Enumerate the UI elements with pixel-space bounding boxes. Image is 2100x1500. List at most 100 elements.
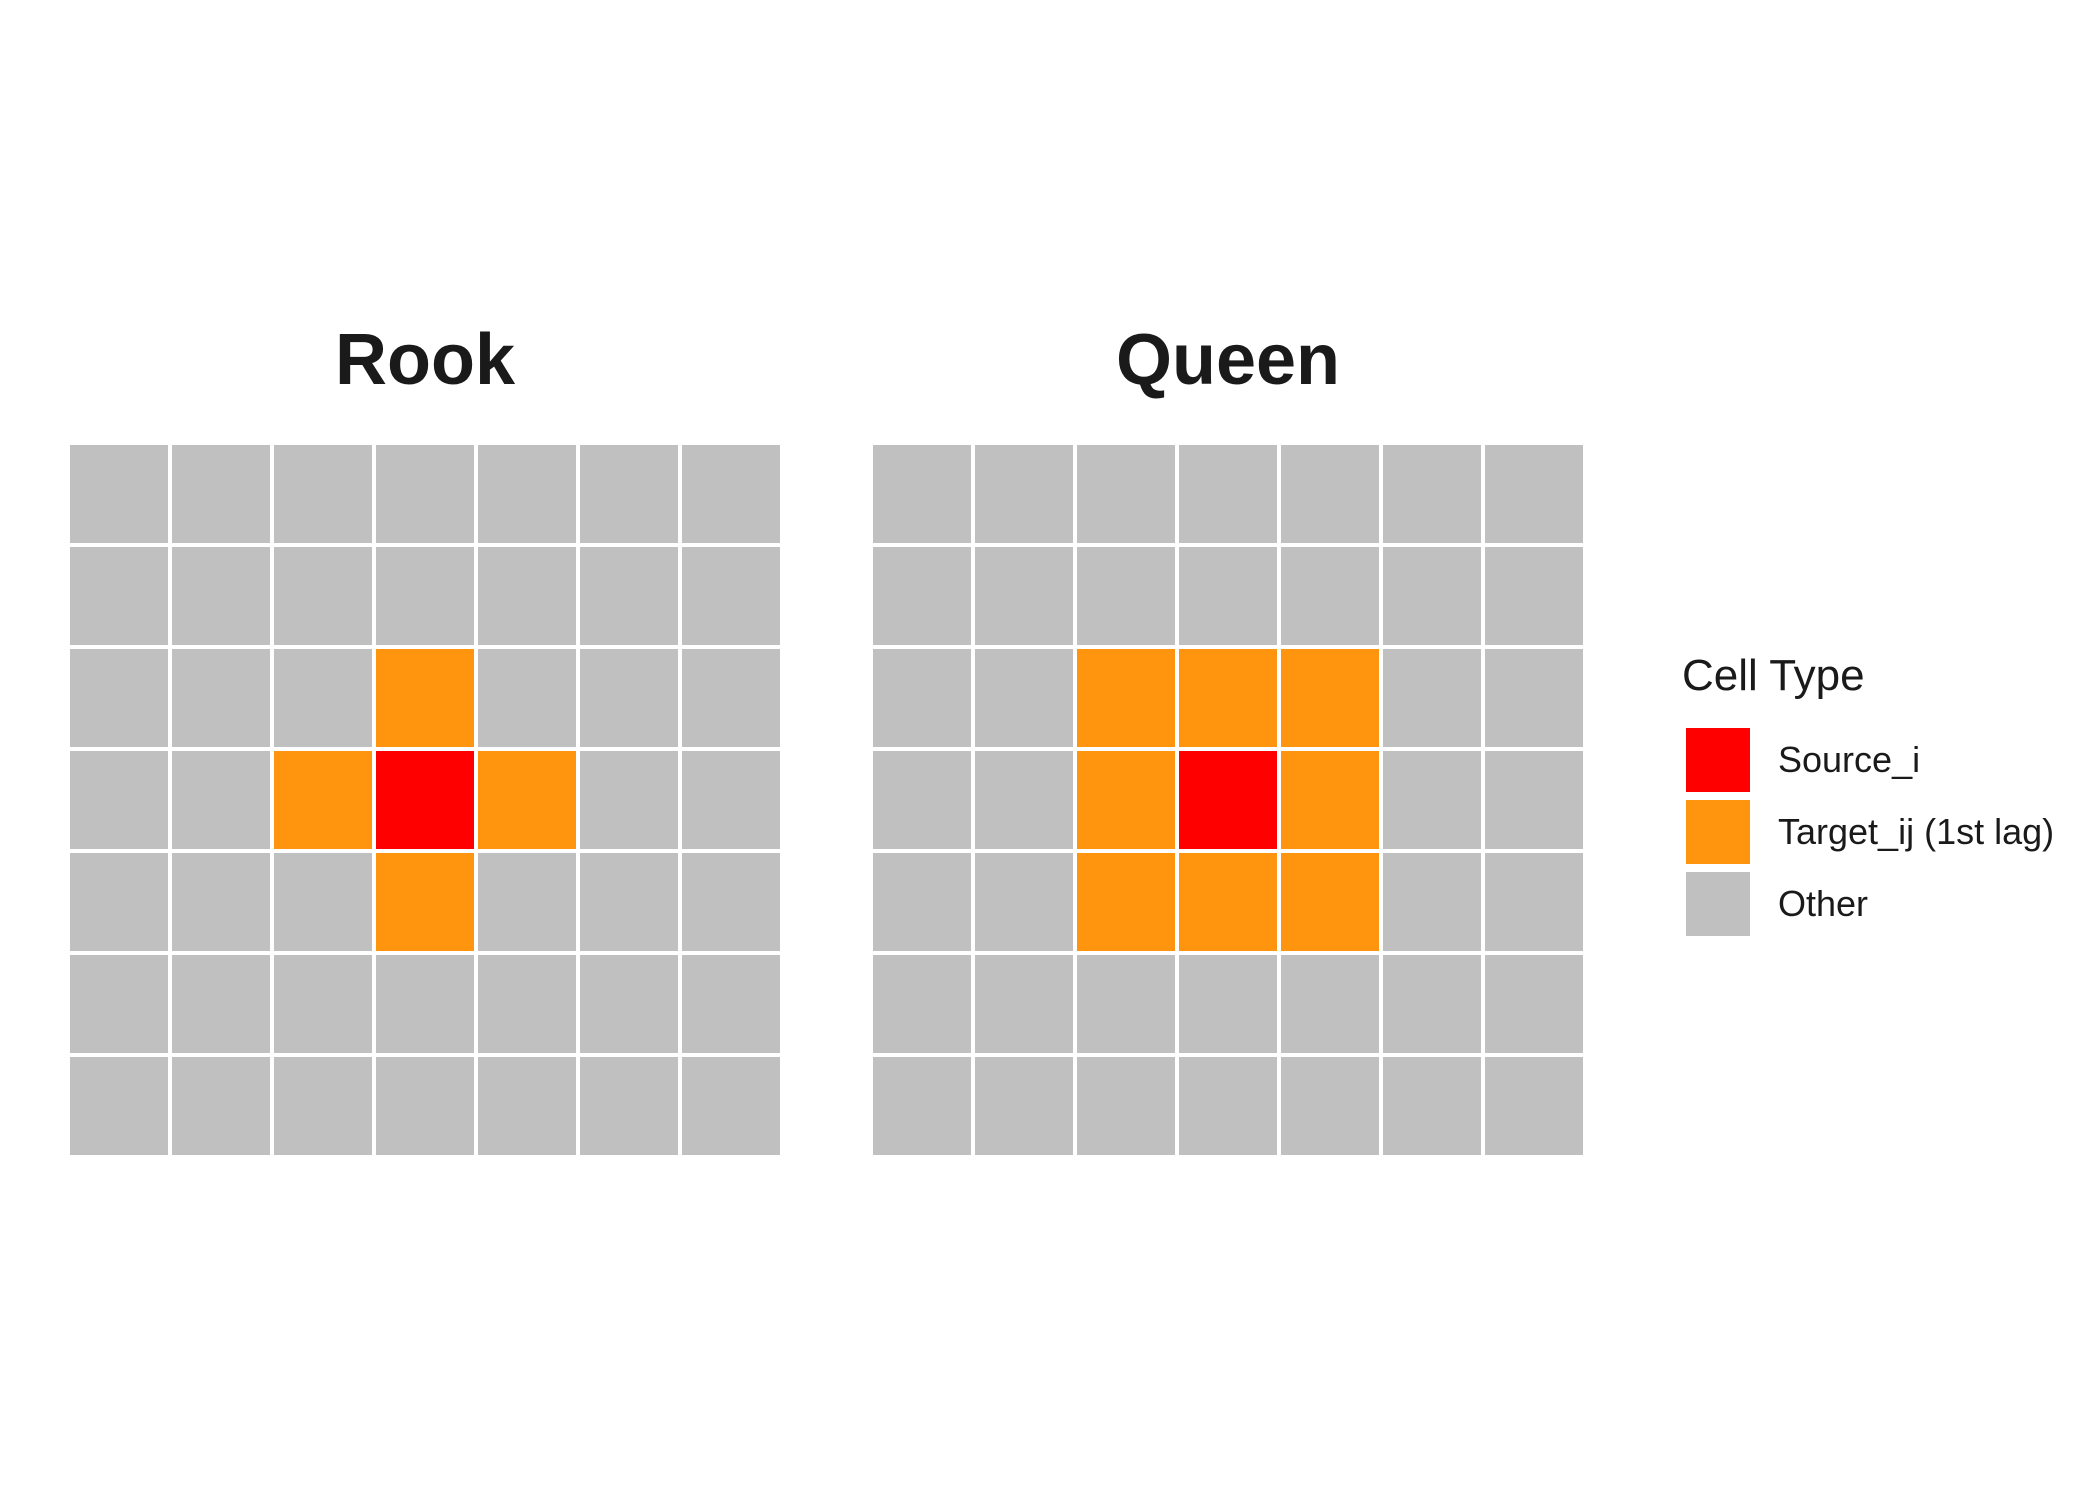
queen-cell-other <box>1485 955 1583 1053</box>
rook-cell-source <box>376 751 474 849</box>
queen-cell-other <box>975 955 1073 1053</box>
rook-cell-other <box>172 547 270 645</box>
queen-cell-source <box>1179 751 1277 849</box>
queen-cell-other <box>1179 445 1277 543</box>
queen-cell-other <box>1281 445 1379 543</box>
queen-cell-other <box>1179 955 1277 1053</box>
queen-cell-other <box>873 955 971 1053</box>
rook-cell-other <box>172 751 270 849</box>
legend-label-target: Target_ij (1st lag) <box>1778 811 2055 852</box>
legend-label-other: Other <box>1778 883 1869 924</box>
legend-item-source: Source_i <box>1682 724 2082 796</box>
rook-cell-target <box>376 649 474 747</box>
rook-cell-other <box>70 1057 168 1155</box>
rook-cell-other <box>478 853 576 951</box>
queen-cell-other <box>1485 547 1583 645</box>
queen-cell-other <box>1383 1057 1481 1155</box>
rook-cell-other <box>478 445 576 543</box>
queen-cell-target <box>1077 853 1175 951</box>
queen-cell-other <box>873 853 971 951</box>
queen-cell-target <box>1179 649 1277 747</box>
legend-swatch-source <box>1686 728 1750 792</box>
queen-cell-other <box>975 1057 1073 1155</box>
rook-cell-other <box>376 1057 474 1155</box>
queen-cell-other <box>975 751 1073 849</box>
queen-cell-target <box>1281 649 1379 747</box>
queen-cell-other <box>1485 649 1583 747</box>
queen-cell-other <box>1281 1057 1379 1155</box>
rook-cell-other <box>580 547 678 645</box>
rook-cell-target <box>274 751 372 849</box>
rook-cell-other <box>682 751 780 849</box>
queen-grid <box>873 445 1583 1155</box>
rook-cell-other <box>274 445 372 543</box>
legend-swatch-other <box>1686 872 1750 936</box>
rook-cell-other <box>682 649 780 747</box>
rook-cell-other <box>580 445 678 543</box>
queen-cell-target <box>1179 853 1277 951</box>
rook-cell-other <box>274 1057 372 1155</box>
queen-cell-other <box>1179 547 1277 645</box>
rook-cell-other <box>580 955 678 1053</box>
queen-cell-other <box>1281 547 1379 645</box>
queen-cell-other <box>1179 1057 1277 1155</box>
rook-cell-other <box>274 547 372 645</box>
legend-item-other: Other <box>1682 868 2082 940</box>
rook-cell-target <box>376 853 474 951</box>
queen-cell-other <box>1077 445 1175 543</box>
rook-cell-other <box>70 649 168 747</box>
rook-cell-other <box>682 1057 780 1155</box>
rook-cell-other <box>376 547 474 645</box>
rook-cell-other <box>580 853 678 951</box>
rook-cell-other <box>682 955 780 1053</box>
rook-cell-other <box>70 547 168 645</box>
rook-cell-other <box>172 649 270 747</box>
legend-title: Cell Type <box>1682 651 1865 700</box>
rook-panel: Rook <box>70 310 780 1155</box>
rook-cell-other <box>478 1057 576 1155</box>
queen-cell-target <box>1281 751 1379 849</box>
rook-cell-other <box>478 955 576 1053</box>
queen-cell-other <box>873 751 971 849</box>
queen-cell-other <box>1383 955 1481 1053</box>
queen-cell-other <box>873 547 971 645</box>
rook-cell-other <box>172 955 270 1053</box>
queen-cell-other <box>1383 547 1481 645</box>
queen-cell-other <box>1077 547 1175 645</box>
rook-cell-other <box>70 955 168 1053</box>
rook-cell-other <box>172 853 270 951</box>
queen-cell-other <box>1485 751 1583 849</box>
queen-cell-other <box>873 649 971 747</box>
legend-swatch-target <box>1686 800 1750 864</box>
queen-cell-other <box>975 853 1073 951</box>
rook-cell-other <box>70 751 168 849</box>
queen-cell-other <box>873 445 971 543</box>
rook-cell-other <box>580 1057 678 1155</box>
queen-cell-other <box>1383 649 1481 747</box>
queen-cell-other <box>1383 445 1481 543</box>
rook-cell-other <box>274 955 372 1053</box>
rook-cell-other <box>274 853 372 951</box>
queen-cell-target <box>1281 853 1379 951</box>
queen-cell-other <box>1485 445 1583 543</box>
queen-cell-other <box>975 547 1073 645</box>
legend-item-target: Target_ij (1st lag) <box>1682 796 2082 868</box>
rook-cell-other <box>376 955 474 1053</box>
queen-cell-other <box>1077 955 1175 1053</box>
rook-cell-other <box>580 751 678 849</box>
queen-cell-other <box>1281 955 1379 1053</box>
rook-title: Rook <box>335 320 515 400</box>
rook-cell-other <box>70 445 168 543</box>
queen-cell-other <box>975 445 1073 543</box>
rook-cell-other <box>70 853 168 951</box>
queen-cell-other <box>1383 751 1481 849</box>
legend-label-source: Source_i <box>1778 739 1921 780</box>
legend: Cell Type Source_i Target_ij (1st lag) O… <box>1682 650 2082 940</box>
rook-cell-other <box>172 1057 270 1155</box>
queen-panel: Queen <box>873 310 1583 1155</box>
rook-cell-other <box>478 547 576 645</box>
rook-cell-other <box>376 445 474 543</box>
rook-cell-other <box>478 649 576 747</box>
rook-cell-other <box>580 649 678 747</box>
rook-cell-target <box>478 751 576 849</box>
